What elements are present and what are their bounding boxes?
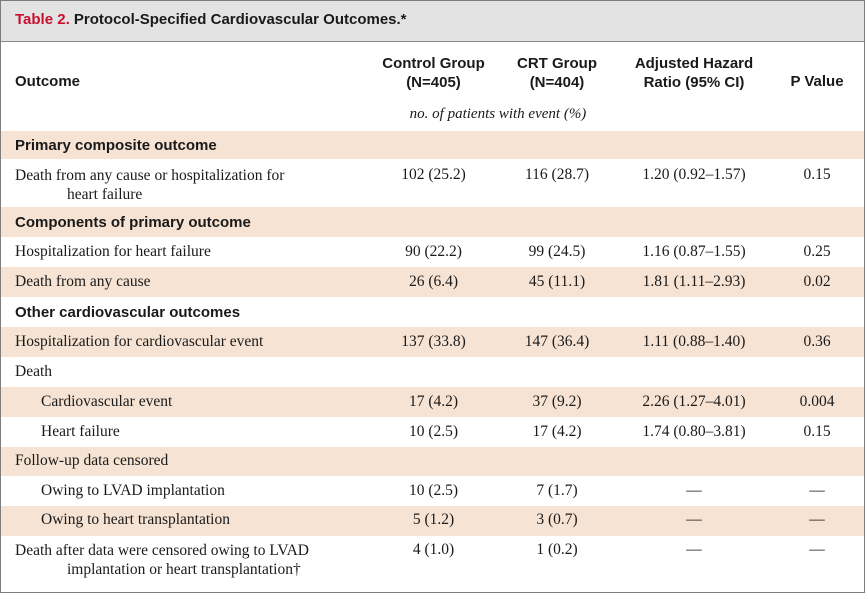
control-value: 10 (2.5)	[408, 423, 459, 440]
table-row: Heart failure 10 (2.5) 17 (4.2) 1.74 (0.…	[1, 417, 864, 447]
crt-value: 99 (24.5)	[528, 243, 586, 260]
p-value: 0.25	[803, 243, 831, 260]
p-value: 0.15	[803, 166, 831, 183]
table-row: Owing to heart transplantation 5 (1.2) 3…	[1, 506, 864, 536]
section-title-primary: Primary composite outcome	[15, 137, 217, 154]
row-label: Owing to LVAD implantation	[41, 482, 225, 499]
header-control-line2: (N=405)	[406, 74, 461, 91]
section-row-other: Other cardiovascular outcomes	[1, 297, 864, 327]
control-value: 102 (25.2)	[401, 166, 466, 183]
header-outcome: Outcome	[15, 73, 81, 90]
crt-value: 3 (0.7)	[536, 511, 578, 528]
table-row: Hospitalization for cardiovascular event…	[1, 327, 864, 357]
table-caption: Protocol-Specified Cardiovascular Outcom…	[73, 11, 407, 28]
table-row: Death from any cause or hospitalization …	[1, 159, 864, 207]
p-value: 0.004	[799, 393, 835, 410]
p-value: 0.36	[803, 333, 831, 350]
section-row-primary: Primary composite outcome	[1, 131, 864, 159]
header-hr-line2: Ratio (95% CI)	[643, 74, 745, 91]
row-label: Hospitalization for cardiovascular event	[15, 333, 264, 350]
p-value: —	[809, 541, 825, 558]
hazard-ratio-value: —	[686, 482, 702, 499]
control-value: 5 (1.2)	[412, 511, 455, 528]
section-title-other: Other cardiovascular outcomes	[15, 304, 241, 321]
row-label-line2: implantation or heart transplantation†	[67, 561, 301, 578]
units-note: no. of patients with event (%)	[409, 106, 587, 122]
table-title: Table 2. Protocol-Specified Cardiovascul…	[15, 11, 407, 28]
row-label-line1: Death after data were censored owing to …	[15, 542, 309, 559]
crt-value: 17 (4.2)	[532, 423, 582, 440]
p-value: —	[809, 511, 825, 528]
control-value: 17 (4.2)	[408, 393, 459, 410]
table-number: Table 2.	[15, 11, 70, 28]
row-label: Cardiovascular event	[41, 393, 173, 410]
row-label: Hospitalization for heart failure	[15, 243, 211, 260]
header-hazard-ratio: Adjusted Hazard Ratio (95% CI)	[619, 54, 769, 92]
row-label: Heart failure	[41, 423, 120, 440]
table-row: Death after data were censored owing to …	[1, 536, 864, 590]
p-value: —	[809, 482, 825, 499]
row-label-line2: heart failure	[67, 186, 143, 203]
control-value: 90 (22.2)	[405, 243, 462, 260]
hazard-ratio-value: 1.20 (0.92–1.57)	[642, 166, 746, 183]
hazard-ratio-value: 1.11 (0.88–1.40)	[642, 333, 746, 350]
crt-value: 45 (11.1)	[528, 273, 586, 290]
table-row: Follow-up data censored	[1, 447, 864, 476]
control-value: 10 (2.5)	[408, 482, 459, 499]
table-row: Owing to LVAD implantation 10 (2.5) 7 (1…	[1, 476, 864, 506]
p-value: 0.02	[803, 273, 831, 290]
crt-value: 116 (28.7)	[525, 166, 589, 183]
table-row: Cardiovascular event 17 (4.2) 37 (9.2) 2…	[1, 387, 864, 417]
header-crt-line1: CRT Group	[517, 55, 597, 72]
row-label: Owing to heart transplantation	[41, 511, 230, 528]
control-value: 26 (6.4)	[408, 273, 459, 290]
header-control-group: Control Group (N=405)	[371, 54, 496, 92]
header-p-value: P Value	[790, 73, 844, 90]
hazard-ratio-value: 1.74 (0.80–3.81)	[642, 423, 746, 440]
hazard-ratio-value: 2.26 (1.27–4.01)	[642, 393, 746, 410]
header-crt-line2: (N=404)	[529, 74, 585, 91]
hazard-ratio-value: 1.16 (0.87–1.55)	[642, 243, 746, 260]
hazard-ratio-value: —	[686, 541, 702, 558]
header-control-line1: Control Group	[382, 55, 485, 72]
p-value: 0.15	[803, 423, 831, 440]
row-label: Death from any cause	[15, 273, 151, 290]
crt-value: 1 (0.2)	[536, 541, 578, 558]
hazard-ratio-value: 1.81 (1.11–2.93)	[642, 273, 746, 290]
crt-value: 7 (1.7)	[536, 482, 578, 499]
section-row-components: Components of primary outcome	[1, 207, 864, 237]
title-bar: Table 2. Protocol-Specified Cardiovascul…	[1, 1, 864, 42]
hazard-ratio-value: —	[686, 511, 702, 528]
row-label: Death from any cause or hospitalization …	[15, 166, 284, 204]
table-row: Hospitalization for heart failure 90 (22…	[1, 237, 864, 267]
header-hr-line1: Adjusted Hazard	[634, 55, 754, 72]
control-value: 4 (1.0)	[412, 541, 455, 558]
row-label-line1: Death from any cause or hospitalization …	[15, 167, 285, 184]
crt-value: 37 (9.2)	[532, 393, 582, 410]
crt-value: 147 (36.4)	[524, 333, 590, 350]
row-label: Death	[15, 363, 53, 380]
table-row: Death from any cause 26 (6.4) 45 (11.1) …	[1, 267, 864, 297]
control-value: 137 (33.8)	[401, 333, 466, 350]
row-label: Death after data were censored owing to …	[15, 541, 309, 579]
header-crt-group: CRT Group (N=404)	[497, 54, 617, 92]
row-label: Follow-up data censored	[15, 452, 169, 469]
table-row: Death	[1, 357, 864, 387]
section-title-components: Components of primary outcome	[15, 214, 251, 231]
